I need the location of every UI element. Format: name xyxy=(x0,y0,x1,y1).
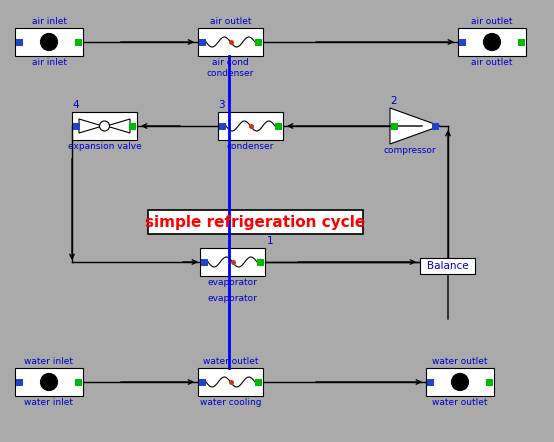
Text: 2: 2 xyxy=(390,96,397,106)
Bar xyxy=(200,248,265,276)
Text: simple refrigeration cycle: simple refrigeration cycle xyxy=(145,214,366,229)
Text: 3: 3 xyxy=(218,100,224,110)
Bar xyxy=(16,38,23,46)
Bar xyxy=(199,378,206,385)
Circle shape xyxy=(484,34,500,50)
Text: Balance: Balance xyxy=(427,261,468,271)
Bar xyxy=(198,28,263,56)
Polygon shape xyxy=(390,108,440,144)
Bar xyxy=(432,122,439,130)
Circle shape xyxy=(452,373,468,390)
Bar xyxy=(426,368,494,396)
Bar xyxy=(16,378,23,385)
Text: 1: 1 xyxy=(267,236,274,246)
Bar xyxy=(72,112,137,140)
Text: 4: 4 xyxy=(72,100,79,110)
Bar xyxy=(75,38,82,46)
Circle shape xyxy=(100,121,110,131)
Text: evaporator: evaporator xyxy=(208,294,258,303)
Text: air outlet: air outlet xyxy=(471,17,513,26)
Bar xyxy=(427,378,434,385)
Bar xyxy=(459,38,466,46)
Bar xyxy=(75,378,82,385)
Bar xyxy=(391,122,398,130)
Bar xyxy=(255,378,262,385)
Bar xyxy=(255,38,262,46)
Text: water outlet: water outlet xyxy=(432,357,488,366)
Text: water outlet: water outlet xyxy=(203,357,258,366)
Bar xyxy=(148,210,363,234)
Bar xyxy=(420,258,475,274)
Text: water outlet: water outlet xyxy=(432,398,488,407)
Bar xyxy=(257,259,264,266)
Bar xyxy=(15,368,83,396)
Bar xyxy=(275,122,282,130)
Text: air outlet: air outlet xyxy=(471,58,513,67)
Text: air inlet: air inlet xyxy=(32,17,66,26)
Bar xyxy=(201,259,208,266)
Text: air inlet: air inlet xyxy=(32,58,66,67)
Text: compressor: compressor xyxy=(384,146,437,155)
Bar xyxy=(486,378,493,385)
Text: air outlet: air outlet xyxy=(210,17,252,26)
Text: water inlet: water inlet xyxy=(24,398,74,407)
Bar xyxy=(518,38,525,46)
Circle shape xyxy=(40,34,58,50)
Bar xyxy=(219,122,226,130)
Bar xyxy=(15,28,83,56)
Bar xyxy=(458,28,526,56)
Text: water inlet: water inlet xyxy=(24,357,74,366)
Text: air cond
condenser: air cond condenser xyxy=(207,58,254,78)
Bar xyxy=(73,122,80,130)
Text: expansion valve: expansion valve xyxy=(68,142,141,151)
Circle shape xyxy=(40,373,58,390)
Text: water cooling: water cooling xyxy=(200,398,261,407)
Bar xyxy=(129,122,136,130)
Text: condenser: condenser xyxy=(227,142,274,151)
Text: evaporator: evaporator xyxy=(208,278,258,287)
Bar xyxy=(199,38,206,46)
Bar xyxy=(218,112,283,140)
Bar xyxy=(198,368,263,396)
